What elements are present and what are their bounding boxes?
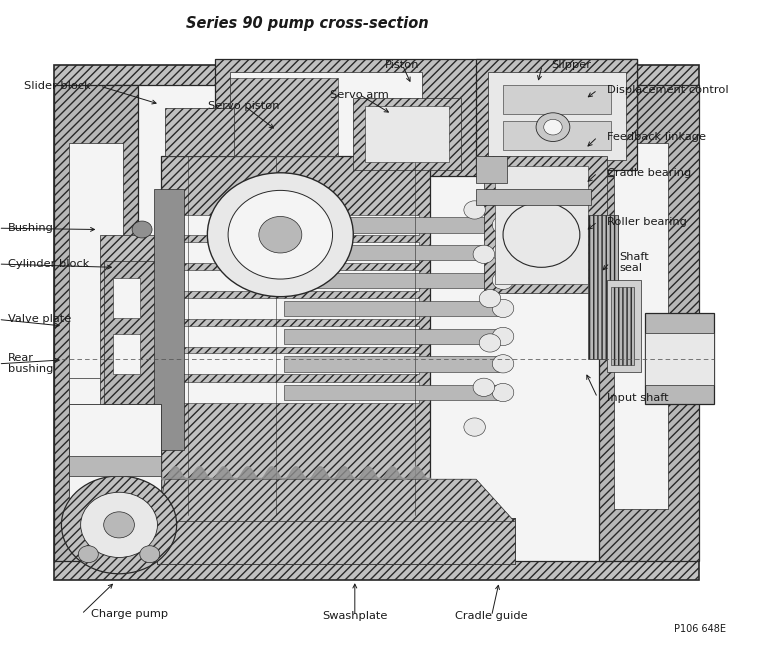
- Circle shape: [78, 546, 98, 563]
- Text: Cylinder block: Cylinder block: [8, 259, 89, 269]
- Bar: [173, 270, 419, 291]
- Circle shape: [479, 334, 501, 352]
- Bar: [104, 261, 165, 404]
- Polygon shape: [157, 479, 515, 522]
- Text: Servo arm: Servo arm: [330, 89, 389, 100]
- Text: Rear
bushing: Rear bushing: [8, 353, 53, 374]
- Text: Roller bearing: Roller bearing: [607, 216, 687, 227]
- Bar: [488, 72, 626, 160]
- Bar: [503, 121, 611, 150]
- Circle shape: [479, 289, 501, 308]
- Circle shape: [464, 201, 485, 219]
- Bar: [284, 301, 499, 316]
- Bar: [69, 378, 161, 522]
- Circle shape: [492, 271, 514, 289]
- Bar: [495, 166, 588, 284]
- Circle shape: [228, 190, 333, 279]
- Bar: [69, 404, 161, 463]
- Text: Swashplate: Swashplate: [322, 611, 388, 621]
- Circle shape: [464, 418, 485, 436]
- Circle shape: [81, 492, 157, 557]
- Text: Series 90 pump cross-section: Series 90 pump cross-section: [186, 16, 429, 31]
- Bar: [100, 235, 161, 417]
- Circle shape: [473, 378, 495, 396]
- Bar: [284, 329, 499, 344]
- Text: Piston: Piston: [386, 60, 419, 70]
- Text: Feedback linkage: Feedback linkage: [607, 132, 706, 142]
- Text: Slipper: Slipper: [551, 60, 591, 70]
- Text: P106 648E: P106 648E: [674, 624, 726, 634]
- Bar: [284, 217, 499, 233]
- Circle shape: [207, 173, 353, 297]
- Bar: [614, 143, 668, 509]
- Bar: [476, 156, 507, 183]
- Circle shape: [536, 113, 570, 141]
- Bar: [113, 278, 140, 318]
- Bar: [157, 518, 515, 564]
- Bar: [173, 298, 419, 319]
- Circle shape: [492, 216, 514, 234]
- Bar: [69, 456, 161, 476]
- Bar: [165, 108, 234, 156]
- Circle shape: [140, 546, 160, 563]
- Bar: [645, 333, 714, 385]
- Text: Shaft
seal: Shaft seal: [619, 252, 649, 273]
- Circle shape: [473, 245, 495, 263]
- Bar: [54, 85, 138, 561]
- Bar: [588, 215, 618, 359]
- Circle shape: [132, 221, 152, 238]
- Circle shape: [61, 476, 177, 574]
- Text: Cradle guide: Cradle guide: [455, 611, 528, 621]
- Circle shape: [492, 327, 514, 346]
- Bar: [284, 244, 499, 260]
- Bar: [215, 59, 637, 176]
- Bar: [113, 334, 140, 374]
- Bar: [484, 156, 607, 293]
- Bar: [284, 385, 499, 400]
- Bar: [365, 106, 449, 162]
- Text: Cradle bearing: Cradle bearing: [607, 168, 691, 178]
- Bar: [503, 85, 611, 114]
- Circle shape: [544, 119, 562, 135]
- Bar: [645, 313, 714, 404]
- Bar: [161, 156, 430, 515]
- Bar: [230, 78, 338, 156]
- Bar: [173, 353, 419, 374]
- Bar: [284, 356, 499, 372]
- Text: Charge pump: Charge pump: [91, 609, 167, 619]
- Text: Displacement control: Displacement control: [607, 85, 728, 95]
- Bar: [230, 72, 422, 163]
- Circle shape: [492, 299, 514, 318]
- Bar: [476, 59, 637, 170]
- Text: Valve plate: Valve plate: [8, 314, 71, 325]
- Text: Bushing: Bushing: [8, 223, 54, 233]
- Bar: [108, 85, 607, 561]
- Text: Servo piston: Servo piston: [208, 100, 280, 111]
- Bar: [173, 215, 419, 235]
- Circle shape: [492, 355, 514, 373]
- Bar: [599, 85, 699, 561]
- Circle shape: [104, 512, 134, 538]
- Text: Input shaft: Input shaft: [607, 393, 668, 403]
- Bar: [69, 143, 123, 509]
- Bar: [353, 98, 461, 170]
- Bar: [611, 287, 634, 365]
- Bar: [54, 65, 699, 580]
- Circle shape: [492, 383, 514, 402]
- Text: Slider block: Slider block: [24, 81, 91, 91]
- Bar: [173, 242, 419, 263]
- Circle shape: [492, 243, 514, 261]
- Bar: [154, 189, 184, 450]
- Bar: [173, 326, 419, 347]
- Bar: [284, 273, 499, 288]
- Bar: [173, 382, 419, 403]
- Bar: [476, 189, 591, 205]
- Bar: [157, 518, 515, 564]
- Circle shape: [259, 216, 302, 253]
- Bar: [607, 280, 641, 372]
